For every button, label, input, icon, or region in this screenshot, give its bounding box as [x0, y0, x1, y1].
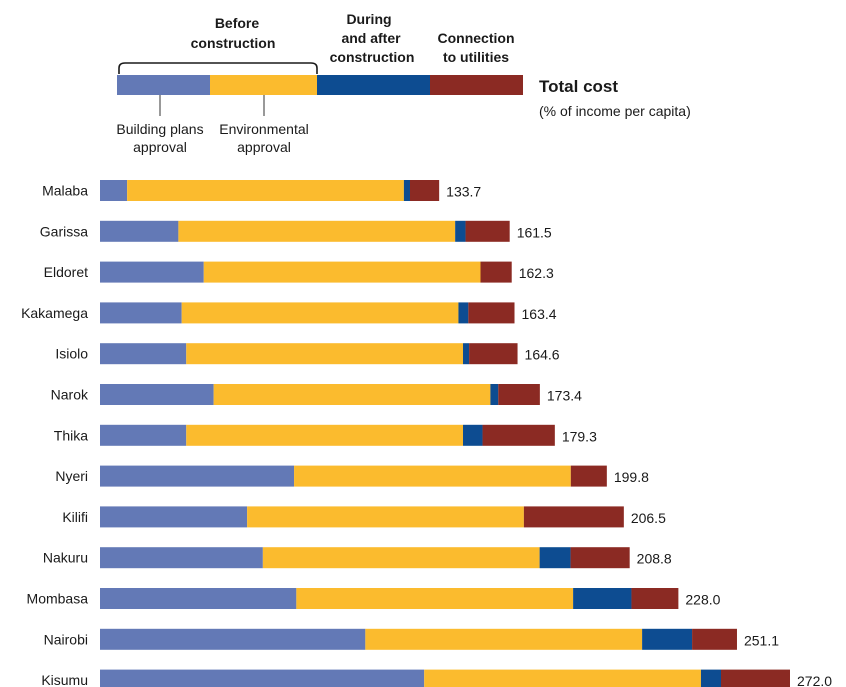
total-value-label: 162.3 — [519, 265, 554, 281]
bar-segment-building-plans — [100, 506, 248, 528]
legend-during-line1: During — [346, 11, 391, 27]
category-label: Kisumu — [41, 672, 88, 687]
category-label: Mombasa — [27, 591, 89, 607]
total-value-label: 251.1 — [744, 632, 779, 648]
bar-segment-building-plans — [100, 384, 214, 405]
legend-building-line1: Building plans — [116, 121, 203, 137]
bar-segment-environmental — [203, 261, 481, 283]
bar-segment-utilities — [409, 180, 440, 201]
bar-segment-during-after — [463, 343, 470, 365]
bar-segment-building-plans — [100, 465, 295, 487]
total-value-label: 199.8 — [614, 469, 649, 485]
total-value-label: 179.3 — [562, 428, 597, 444]
category-label: Thika — [54, 427, 88, 443]
bar-segment-building-plans — [100, 302, 182, 324]
bar-segment-during-after — [573, 588, 632, 609]
bar-segment-utilities — [692, 628, 737, 650]
bar-segment-during-after — [463, 424, 483, 446]
total-cost-subtitle: (% of income per capita) — [539, 103, 691, 119]
total-value-label: 161.5 — [517, 224, 552, 240]
category-label: Isiolo — [55, 346, 88, 362]
legend-swatch-environmental — [210, 75, 317, 95]
bar-segment-environmental — [178, 220, 456, 242]
legend-connection-line2: to utilities — [443, 49, 509, 65]
bar-segment-environmental — [186, 424, 464, 446]
legend-connection-line1: Connection — [438, 30, 515, 46]
bar-segment-during-after — [539, 547, 571, 569]
bar-segment-environmental — [213, 384, 491, 405]
bar-segment-utilities — [482, 424, 555, 446]
bar-segment-building-plans — [100, 220, 179, 242]
bars-group: Malaba 133.7 Garissa 161.5 Eldoret 162.3 Kakam… — [21, 180, 832, 687]
total-value-label: 173.4 — [547, 388, 582, 404]
bar-segment-building-plans — [100, 424, 187, 446]
total-value-label: 272.0 — [797, 673, 832, 687]
bar-segment-utilities — [721, 669, 790, 687]
total-value-label: 208.8 — [637, 551, 672, 567]
bar-segment-utilities — [480, 261, 512, 283]
bar-segment-environmental — [424, 669, 701, 687]
bar-segment-utilities — [468, 302, 515, 324]
legend-building-line2: approval — [133, 139, 187, 155]
category-label: Eldoret — [44, 264, 88, 280]
bar-segment-building-plans — [100, 628, 366, 650]
total-value-label: 164.6 — [525, 347, 560, 363]
legend-bracket — [118, 62, 318, 74]
bar-segment-building-plans — [100, 261, 204, 283]
bar-segment-utilities — [498, 384, 540, 405]
legend-before-line2: construction — [191, 35, 276, 51]
legend-env-line2: approval — [237, 139, 291, 155]
legend-swatch-during-after — [317, 75, 430, 95]
bar-segment-utilities — [570, 547, 630, 569]
bar-segment-during-after — [490, 384, 499, 405]
legend: Before construction During and after con… — [116, 11, 690, 155]
bar-segment-during-after — [700, 669, 721, 687]
total-value-label: 133.7 — [446, 184, 481, 200]
legend-before-line1: Before — [215, 15, 260, 31]
legend-env-line1: Environmental — [219, 121, 309, 137]
category-label: Narok — [51, 387, 89, 403]
legend-swatch-building-plans — [117, 75, 210, 95]
bar-segment-during-after — [455, 220, 466, 242]
bar-segment-building-plans — [100, 588, 297, 609]
bar-segment-utilities — [631, 588, 679, 609]
bar-segment-environmental — [294, 465, 571, 487]
legend-during-line3: construction — [330, 49, 415, 65]
category-label: Nakuru — [43, 550, 88, 566]
bar-segment-environmental — [127, 180, 404, 201]
legend-swatch-utilities — [430, 75, 523, 95]
bar-segment-environmental — [296, 588, 574, 609]
category-label: Garissa — [40, 223, 88, 239]
bar-segment-utilities — [469, 343, 518, 365]
bar-segment-during-after — [642, 628, 693, 650]
bar-segment-environmental — [186, 343, 464, 365]
category-label: Nairobi — [44, 631, 88, 647]
legend-during-line2: and after — [341, 30, 401, 46]
category-label: Kilifi — [62, 509, 88, 525]
bar-segment-environmental — [262, 547, 540, 569]
bar-segment-building-plans — [100, 343, 187, 365]
bar-segment-utilities — [465, 220, 510, 242]
category-label: Nyeri — [55, 468, 88, 484]
bar-segment-environmental — [365, 628, 643, 650]
bar-segment-utilities — [523, 506, 624, 528]
total-value-label: 206.5 — [631, 510, 666, 526]
total-value-label: 228.0 — [685, 592, 720, 608]
bar-segment-building-plans — [100, 547, 263, 569]
bar-segment-during-after — [403, 180, 410, 201]
bar-segment-environmental — [247, 506, 524, 528]
total-cost-title: Total cost — [539, 77, 618, 96]
bar-segment-during-after — [458, 302, 469, 324]
bar-segment-environmental — [181, 302, 459, 324]
bar-segment-building-plans — [100, 180, 128, 201]
total-value-label: 163.4 — [522, 306, 557, 322]
bar-segment-building-plans — [100, 669, 425, 687]
bar-segment-utilities — [570, 465, 607, 487]
category-label: Malaba — [42, 183, 88, 199]
category-label: Kakamega — [21, 305, 88, 321]
